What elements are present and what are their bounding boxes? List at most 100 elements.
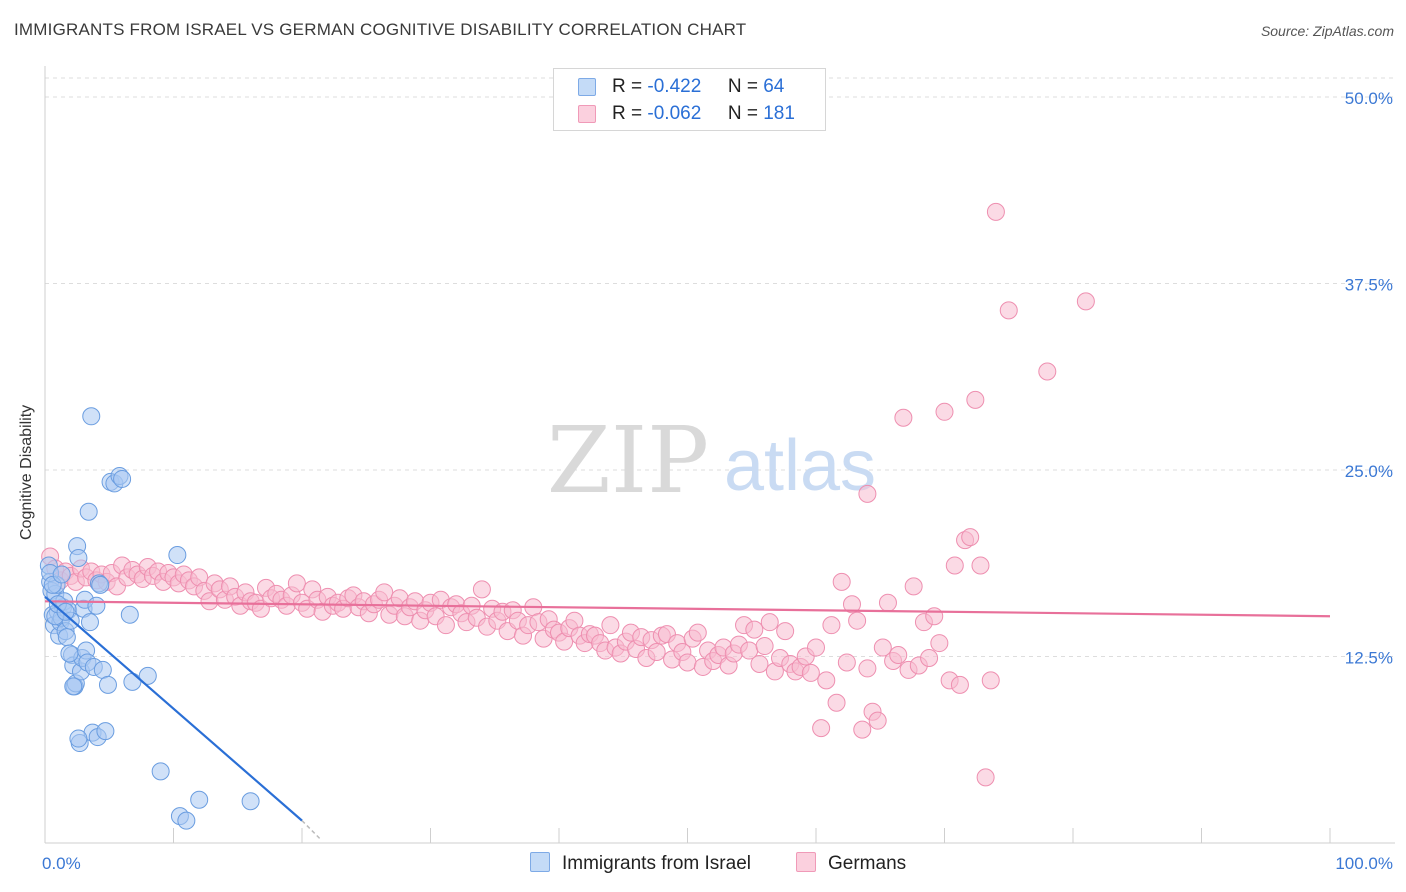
y-tick-label: 12.5% <box>1345 649 1393 668</box>
y-tick-label: 37.5% <box>1345 276 1393 295</box>
german-point <box>832 572 851 591</box>
german-point <box>436 616 455 635</box>
legend-n-label: N = <box>727 76 758 97</box>
israel-point <box>87 596 106 615</box>
legend-n-value: 64 <box>763 76 785 97</box>
chart-title: IMMIGRANTS FROM ISRAEL VS GERMAN COGNITI… <box>14 20 747 39</box>
german-point <box>894 408 913 427</box>
source-credit: Source: ZipAtlas.com <box>1260 23 1394 39</box>
legend-r-value: -0.062 <box>647 103 702 124</box>
german-point <box>873 638 892 657</box>
israel-point <box>113 469 132 488</box>
legend-r-label: R = <box>612 76 643 97</box>
german-point <box>966 390 985 409</box>
bottom-legend-label-israel: Immigrants from Israel <box>562 853 751 874</box>
german-point <box>287 574 306 593</box>
german-point <box>976 768 995 787</box>
german-point <box>853 720 872 739</box>
watermark: ZIP atlas <box>547 407 876 514</box>
german-point <box>812 719 831 738</box>
y-tick-label: 50.0% <box>1345 89 1393 108</box>
bottom-legend-israel: Immigrants from Israel <box>530 852 751 875</box>
german-point <box>1076 292 1095 311</box>
x-tick-label: 0.0% <box>42 854 81 873</box>
israel-point <box>168 546 187 565</box>
german-point <box>807 638 825 657</box>
axes <box>44 66 1395 844</box>
israel-point <box>123 672 142 691</box>
german-point <box>930 634 949 653</box>
israel-trend-extension <box>301 820 322 841</box>
german-point <box>904 577 923 596</box>
german-point <box>848 611 867 630</box>
legend-n-value: 181 <box>763 103 795 124</box>
german-point <box>678 653 697 672</box>
x-tick-label: 100.0% <box>1335 854 1393 873</box>
bottom-legend-swatch-germans <box>796 852 816 872</box>
german-point <box>776 622 795 641</box>
german-point <box>745 620 764 639</box>
israel-point <box>82 407 101 426</box>
german-point <box>827 693 846 712</box>
legend-r-label: R = <box>612 103 643 124</box>
german-point <box>601 616 620 635</box>
israel-point <box>56 602 75 621</box>
german-point <box>801 663 820 682</box>
german-trend-line <box>44 600 1331 618</box>
israel-point <box>64 677 83 696</box>
german-point <box>986 202 1005 221</box>
y-tick-label: 25.0% <box>1345 462 1393 481</box>
german-point <box>1038 362 1057 381</box>
german-point <box>961 528 980 547</box>
german-point <box>647 643 666 662</box>
israel-series <box>39 407 260 830</box>
german-point <box>935 402 954 421</box>
israel-point <box>79 502 98 521</box>
legend-swatch-israel <box>578 78 596 96</box>
german-point <box>837 653 856 672</box>
bottom-legend-germans: Germans <box>796 852 906 875</box>
trend-lines <box>44 595 1331 841</box>
israel-point <box>96 722 115 741</box>
german-point <box>375 583 394 602</box>
watermark-zip: ZIP <box>547 407 709 514</box>
legend-n-label: N = <box>727 103 758 124</box>
israel-point <box>93 660 112 679</box>
german-point <box>971 556 990 575</box>
german-point <box>565 611 584 630</box>
israel-point <box>69 729 88 748</box>
german-point <box>889 646 908 665</box>
german-point <box>842 595 861 614</box>
bottom-legend-swatch-israel <box>530 852 550 872</box>
stats-legend: R = -0.422 N = 64 R = -0.062 N = 181 <box>553 68 826 131</box>
german-point <box>999 301 1018 320</box>
israel-point <box>80 613 99 632</box>
german-point <box>822 616 841 635</box>
german-point <box>878 593 897 612</box>
israel-point <box>69 549 88 568</box>
israel-point <box>241 792 260 811</box>
german-point <box>760 613 779 632</box>
israel-point <box>98 675 117 694</box>
israel-point <box>177 811 196 830</box>
german-point <box>817 671 836 690</box>
israel-point <box>91 575 110 594</box>
german-point <box>472 580 491 599</box>
german-point <box>750 654 769 673</box>
israel-point <box>57 628 76 647</box>
german-point <box>688 623 707 642</box>
israel-trend-line <box>44 595 303 822</box>
israel-point <box>120 605 139 624</box>
german-point <box>920 648 939 667</box>
israel-point <box>190 790 209 809</box>
israel-point <box>138 666 157 685</box>
german-point <box>925 607 944 626</box>
german-point <box>755 637 774 656</box>
grid-lines <box>45 77 1395 657</box>
watermark-atlas: atlas <box>724 426 876 506</box>
israel-point <box>52 565 71 584</box>
tick-labels: 12.5% 25.0% 37.5% 50.0% 0.0% 100.0% <box>42 89 1393 873</box>
german-point <box>950 675 969 694</box>
german-point <box>945 556 964 575</box>
